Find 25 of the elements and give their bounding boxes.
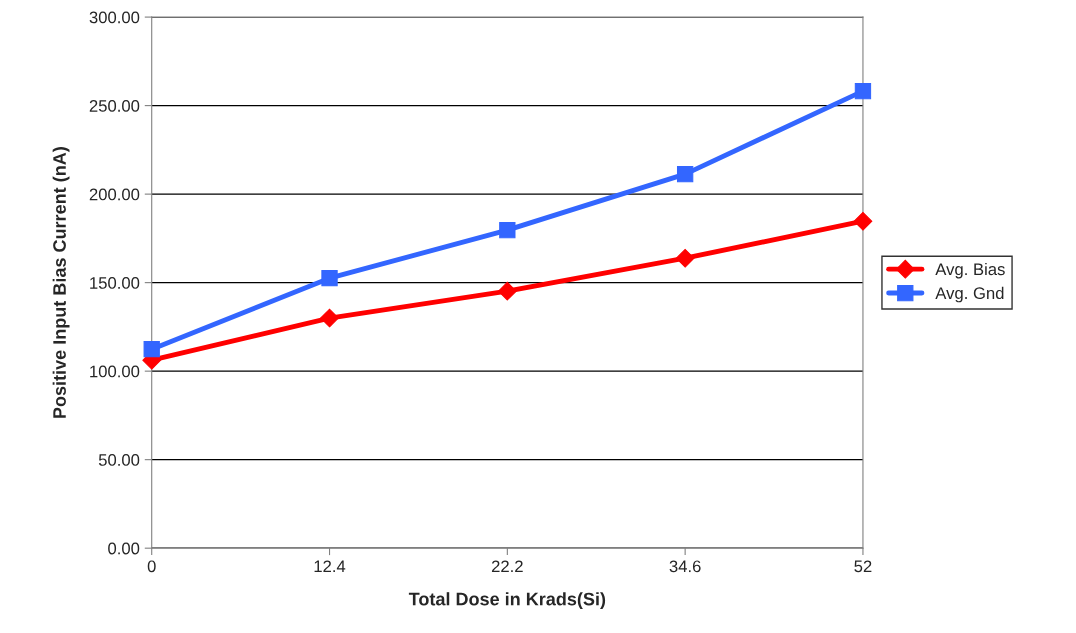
y-tick-label: 200.00	[89, 188, 140, 201]
point	[676, 165, 694, 183]
x-tick-label: 52	[854, 560, 872, 573]
point	[320, 308, 339, 328]
y-tick-label: 300.00	[89, 11, 140, 24]
legend-label: Avg. Gnd	[935, 286, 1004, 303]
point	[321, 270, 338, 287]
point	[499, 221, 516, 239]
point	[853, 211, 873, 231]
y-tick-label: 0.00	[108, 542, 140, 555]
point	[497, 281, 517, 301]
x-tick-label: 34.6	[669, 560, 701, 573]
y-tick-label: 50.00	[98, 454, 140, 466]
x-tick-label: 0	[147, 560, 156, 573]
y-tick-label: 150.00	[90, 277, 140, 289]
x-tick-label: 22.2	[491, 560, 523, 573]
legend-label: Avg. Bias	[935, 262, 1005, 279]
x-axis-title: Total Dose in Krads(Si)	[408, 592, 606, 610]
x-tick-label: 12.4	[314, 560, 346, 573]
point	[854, 82, 872, 100]
y-axis-title: Positive Input Bias Current (nA)	[52, 147, 70, 418]
point	[675, 248, 695, 268]
point	[143, 341, 160, 358]
y-tick-label: 100.00	[90, 365, 140, 378]
y-tick-label: 250.00	[89, 100, 140, 112]
